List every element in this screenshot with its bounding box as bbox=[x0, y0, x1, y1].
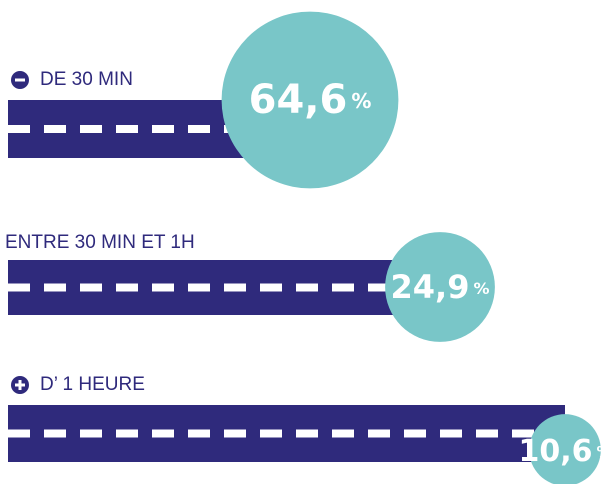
value-number: 64,6 bbox=[249, 77, 348, 123]
value-number: 24,9 bbox=[391, 268, 470, 306]
road-dash bbox=[8, 429, 30, 438]
road-dash bbox=[224, 429, 246, 438]
bubble bbox=[529, 414, 601, 484]
value-label: 64,6% bbox=[249, 77, 372, 123]
road-dash bbox=[188, 429, 210, 438]
road-dash bbox=[224, 283, 246, 292]
bubble bbox=[385, 232, 495, 342]
road-dash bbox=[440, 429, 462, 438]
road-dash bbox=[296, 283, 318, 292]
bubble bbox=[221, 11, 399, 189]
road-dash bbox=[80, 125, 102, 133]
road-dash bbox=[152, 125, 174, 133]
road-dash bbox=[188, 283, 210, 292]
value-unit: % bbox=[351, 89, 371, 113]
road-dash bbox=[80, 283, 102, 292]
value-label: 10,6% bbox=[518, 434, 611, 469]
road-dash bbox=[116, 429, 138, 438]
road-dash bbox=[188, 125, 210, 133]
category-label: ENTRE 30 MIN ET 1H bbox=[5, 232, 195, 253]
road-dash bbox=[8, 283, 30, 292]
road-dash bbox=[80, 429, 102, 438]
road-dash bbox=[152, 429, 174, 438]
value-unit: % bbox=[473, 279, 489, 298]
road-dash bbox=[332, 283, 354, 292]
category-label: D’ 1 HEURE bbox=[40, 374, 145, 395]
road-dash bbox=[44, 125, 66, 133]
category-label: DE 30 MIN bbox=[40, 69, 133, 90]
road-dash bbox=[368, 283, 390, 292]
minus-icon bbox=[11, 71, 29, 89]
road-dash bbox=[368, 429, 390, 438]
road-dash bbox=[512, 429, 534, 438]
road-dash bbox=[404, 429, 426, 438]
road-dash bbox=[44, 429, 66, 438]
road-dash bbox=[296, 429, 318, 438]
value-number: 10,6 bbox=[518, 434, 592, 469]
road-dash bbox=[476, 429, 498, 438]
road-dash bbox=[116, 283, 138, 292]
road-dash bbox=[260, 283, 282, 292]
road-dash bbox=[44, 283, 66, 292]
plus-icon bbox=[11, 376, 29, 394]
road-dash bbox=[116, 125, 138, 133]
value-unit: % bbox=[597, 443, 612, 461]
value-label: 24,9% bbox=[391, 268, 490, 306]
road-dash bbox=[332, 429, 354, 438]
road-dash bbox=[152, 283, 174, 292]
road-dash bbox=[260, 429, 282, 438]
road-dash bbox=[8, 125, 30, 133]
